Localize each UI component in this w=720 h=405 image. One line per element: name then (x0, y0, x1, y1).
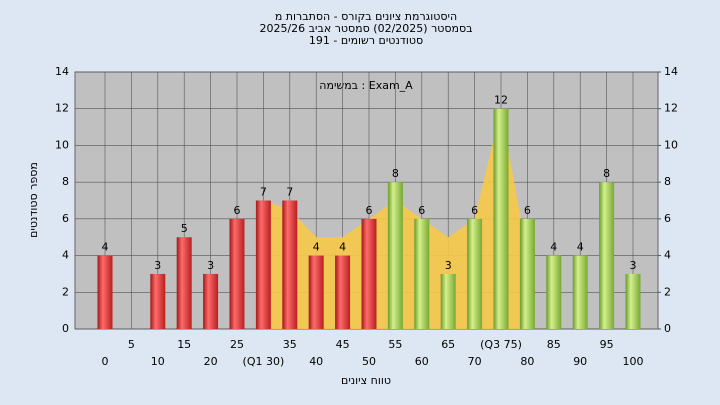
value-label: 6 (471, 204, 478, 217)
y-tick-label: 2 (62, 285, 69, 298)
value-label: 4 (313, 241, 320, 254)
y2-tick-label: 0 (664, 322, 671, 335)
x-tick-label: (Q1 30) (243, 355, 285, 368)
x-tick-label: 50 (362, 355, 376, 368)
y2-tick-label: 10 (664, 138, 678, 151)
x-tick-label: 60 (415, 355, 429, 368)
chart-title: סטודנטים רשומים - 191 (309, 34, 423, 47)
x-tick-label: 90 (573, 355, 587, 368)
value-label: 5 (181, 222, 188, 235)
value-label: 7 (260, 186, 267, 199)
bar (440, 273, 456, 329)
bar (519, 218, 535, 329)
y-axis-label: מספר סטודנטים (27, 162, 40, 238)
bar (467, 218, 483, 329)
bar (599, 182, 615, 329)
bar (625, 273, 641, 329)
value-label: 4 (339, 241, 346, 254)
chart-title: היסטוגרמת ציונים בקורס - הסתברות מ (275, 10, 457, 23)
x-tick-label: 95 (600, 338, 614, 351)
value-label: 4 (550, 241, 557, 254)
value-label: 8 (603, 167, 610, 180)
y2-tick-label: 8 (664, 175, 671, 188)
y-tick-label: 0 (62, 322, 69, 335)
value-label: 3 (630, 259, 637, 272)
x-tick-label: 0 (102, 355, 109, 368)
bar (282, 200, 298, 329)
value-label: 6 (366, 204, 373, 217)
y-tick-label: 4 (62, 249, 69, 262)
value-label: 7 (286, 186, 293, 199)
value-label: 6 (418, 204, 425, 217)
y-tick-label: 6 (62, 212, 69, 225)
value-label: 4 (577, 241, 584, 254)
y-tick-label: 8 (62, 175, 69, 188)
x-tick-label: 15 (177, 338, 191, 351)
x-axis-label: טווח ציונים (341, 374, 391, 387)
x-tick-label: 25 (230, 338, 244, 351)
value-label: 4 (102, 241, 109, 254)
x-tick-label: (Q3 75) (480, 338, 522, 351)
x-tick-label: 70 (468, 355, 482, 368)
y2-tick-label: 2 (664, 285, 671, 298)
x-tick-label: 85 (547, 338, 561, 351)
y2-tick-label: 4 (664, 249, 671, 262)
chart-title: בסמסטר (02/2025) סמסטר אביב 2025/26 (259, 22, 472, 35)
x-tick-label: 20 (204, 355, 218, 368)
y-tick-label: 10 (55, 138, 69, 151)
bar (361, 218, 377, 329)
y2-tick-label: 12 (664, 102, 678, 115)
x-tick-label: 65 (441, 338, 455, 351)
value-label: 8 (392, 167, 399, 180)
x-tick-label: 80 (520, 355, 534, 368)
bar (414, 218, 430, 329)
value-label: 3 (445, 259, 452, 272)
bar (546, 255, 562, 329)
value-label: 6 (524, 204, 531, 217)
bar (335, 255, 351, 329)
value-label: 3 (154, 259, 161, 272)
y-tick-label: 14 (55, 65, 69, 78)
value-label: 6 (234, 204, 241, 217)
y2-tick-label: 14 (664, 65, 678, 78)
x-tick-label: 55 (388, 338, 402, 351)
value-label: 3 (207, 259, 214, 272)
bar (387, 182, 403, 329)
annotation: במשימה : Exam_A (319, 79, 413, 92)
bar (229, 218, 245, 329)
x-tick-label: 35 (283, 338, 297, 351)
bar (493, 108, 509, 329)
bar (203, 273, 219, 329)
bar (97, 255, 113, 329)
x-tick-label: 5 (128, 338, 135, 351)
bar (255, 200, 271, 329)
x-tick-label: 100 (623, 355, 644, 368)
bar (572, 255, 588, 329)
x-tick-label: 45 (336, 338, 350, 351)
x-tick-label: 10 (151, 355, 165, 368)
bar (176, 237, 192, 329)
bar (150, 273, 166, 329)
value-label: 12 (494, 94, 508, 107)
bar (308, 255, 324, 329)
y2-tick-label: 6 (664, 212, 671, 225)
y-tick-label: 12 (55, 102, 69, 115)
x-tick-label: 40 (309, 355, 323, 368)
